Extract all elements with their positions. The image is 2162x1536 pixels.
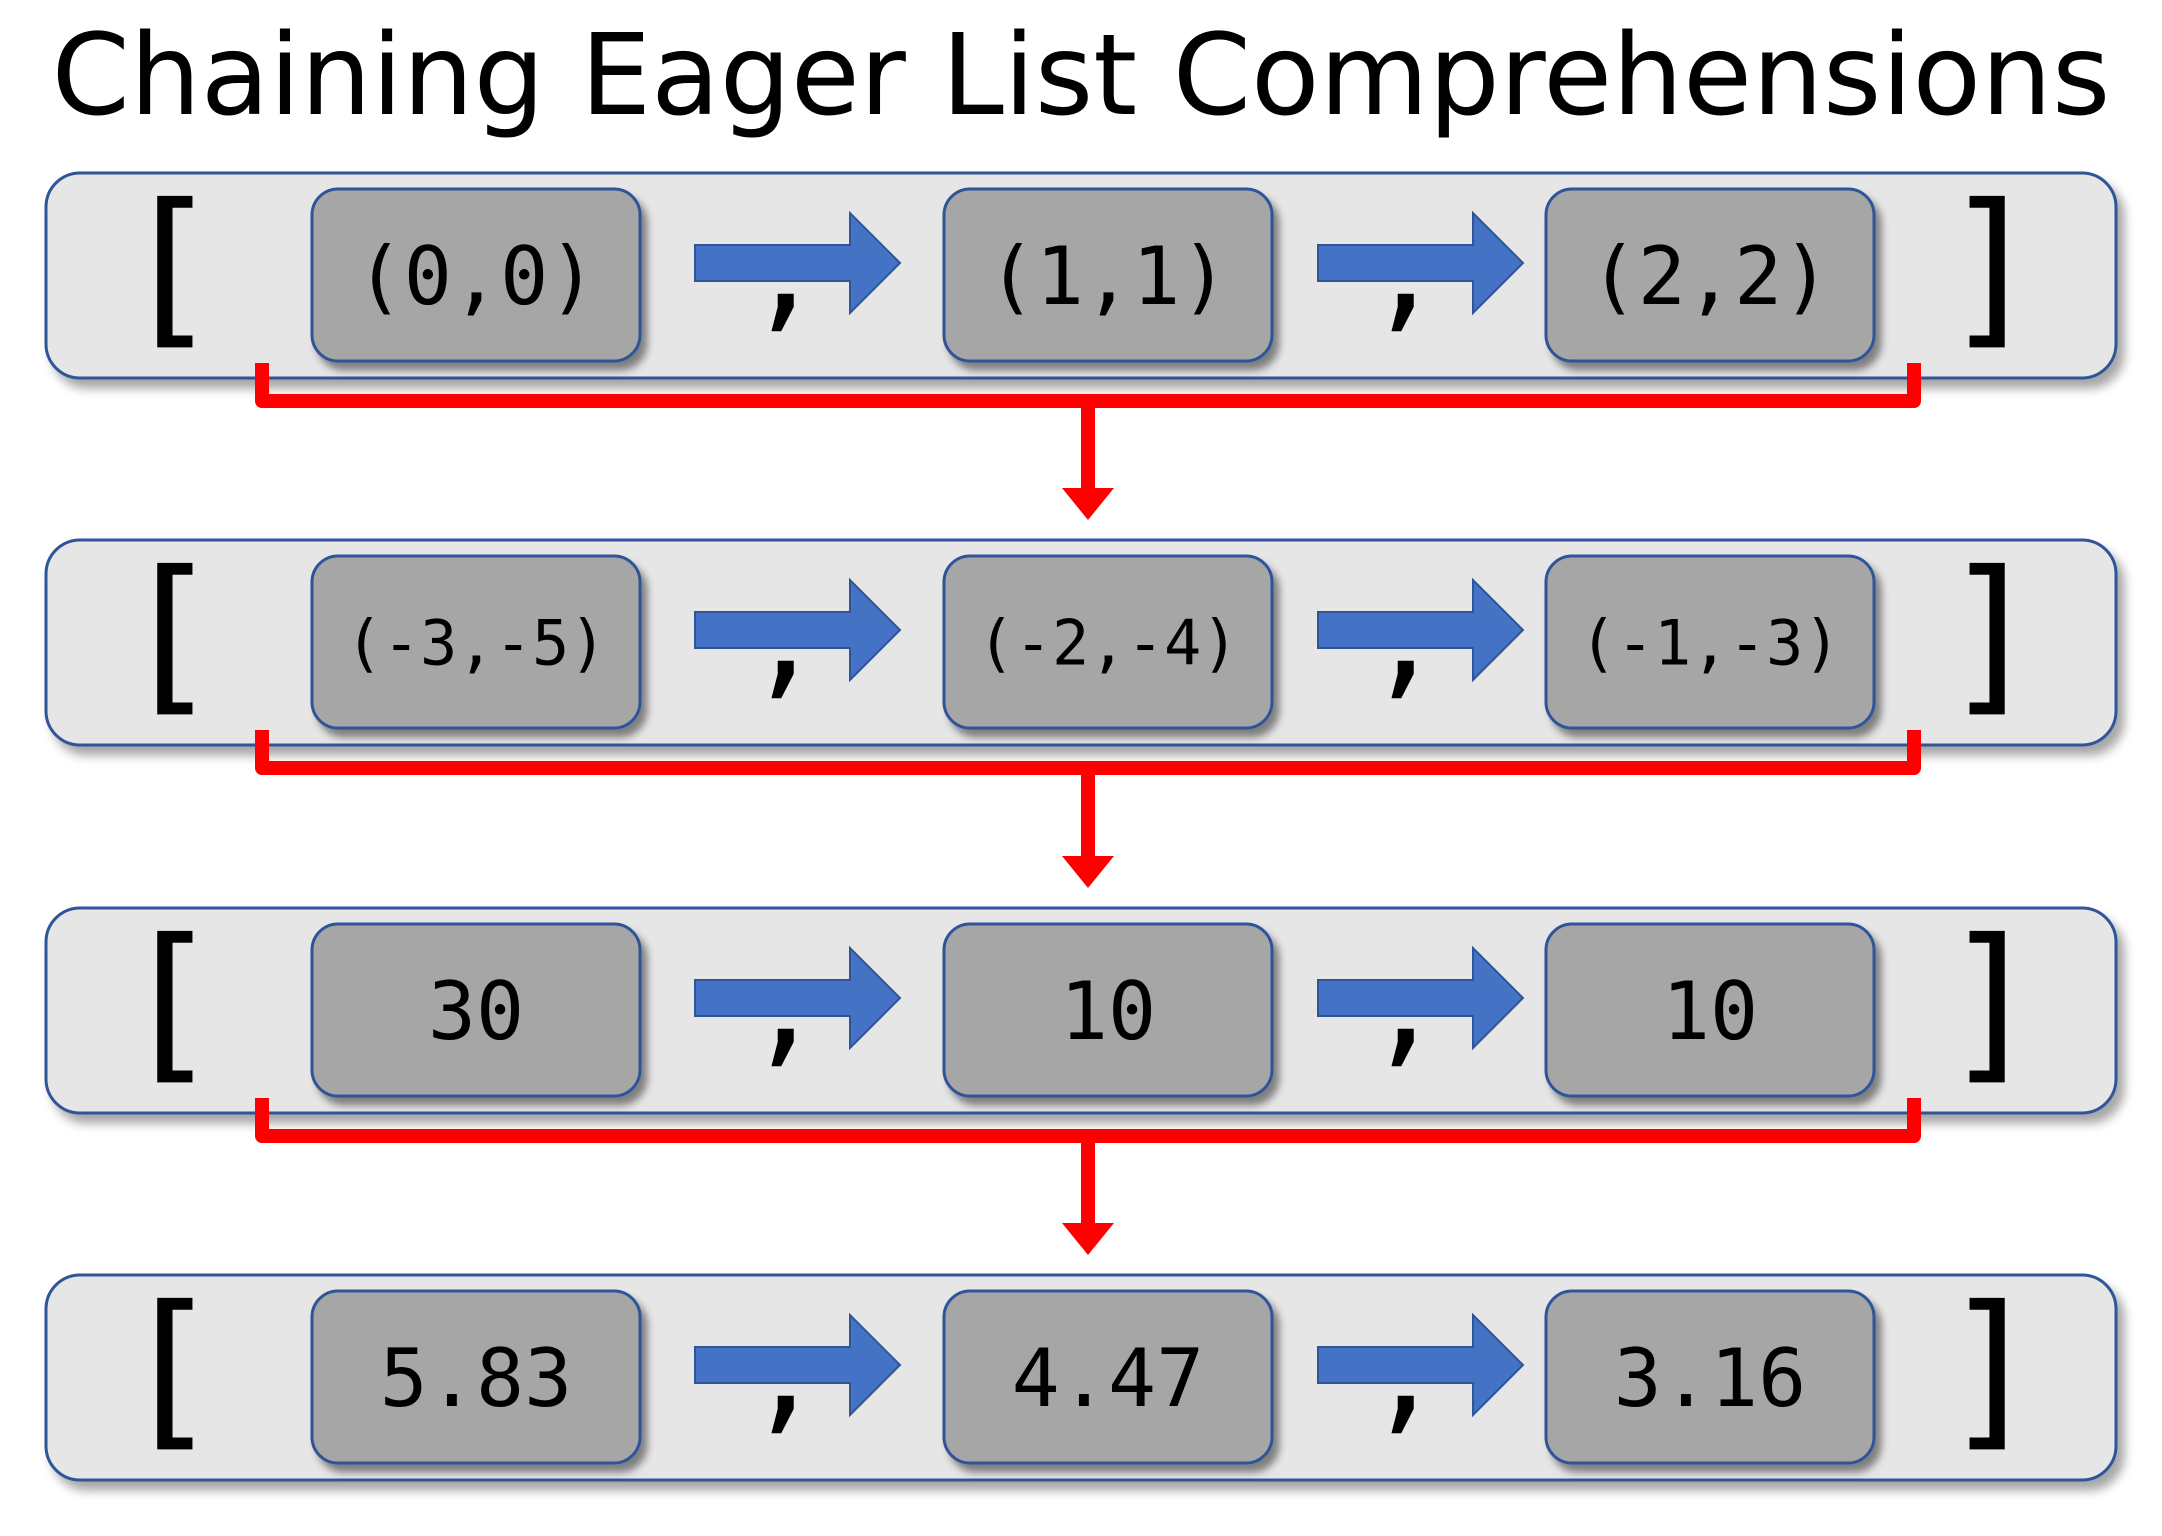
open-bracket: [	[119, 1270, 221, 1468]
list-row: [] 5.83 4.47 3.16,,	[44, 1270, 2118, 1482]
list-element-value: (2,2)	[1590, 230, 1831, 323]
flow-arrow-icon	[1317, 1312, 1525, 1418]
comma-separator: ,	[1366, 192, 1444, 344]
flow-arrow-icon	[1317, 945, 1525, 1051]
list-element-value: 10	[1662, 965, 1758, 1058]
list-row: [] 30 10 10,,	[44, 903, 2118, 1115]
list-element	[942, 1289, 1274, 1465]
close-bracket: ]	[1941, 1270, 2043, 1468]
flow-arrow-icon	[694, 1312, 902, 1418]
chain-arrowhead-icon	[1062, 488, 1114, 520]
chain-connector	[255, 1098, 1921, 1255]
flow-arrow-icon	[1317, 210, 1525, 316]
list-element	[942, 187, 1274, 363]
flow-arrow-icon	[1317, 577, 1525, 683]
list-element-value: 3.16	[1614, 1332, 1807, 1425]
close-bracket: ]	[1941, 168, 2043, 366]
list-element	[1544, 922, 1876, 1098]
chain-connector	[255, 363, 1921, 520]
list-element-value: (0,0)	[356, 230, 597, 323]
chain-arrowhead-icon	[1062, 856, 1114, 888]
comma-separator: ,	[746, 192, 824, 344]
comma-separator: ,	[746, 559, 824, 711]
list-element-value: (-1,-3)	[1579, 606, 1840, 679]
list-element-value: 10	[1060, 965, 1156, 1058]
comma-separator: ,	[1366, 1294, 1444, 1446]
list-element-value: 4.47	[1012, 1332, 1205, 1425]
list-element	[310, 554, 642, 730]
chain-arrowhead-icon	[1062, 1223, 1114, 1255]
flow-arrow-icon	[694, 945, 902, 1051]
list-element	[1544, 187, 1876, 363]
list-element	[310, 1289, 642, 1465]
list-element-value: 5.83	[380, 1332, 573, 1425]
open-bracket: [	[119, 168, 221, 366]
close-bracket: ]	[1941, 903, 2043, 1101]
chain-connector	[255, 730, 1921, 888]
list-element	[942, 554, 1274, 730]
open-bracket: [	[119, 535, 221, 733]
comma-separator: ,	[1366, 559, 1444, 711]
open-bracket: [	[119, 903, 221, 1101]
flow-arrow-icon	[694, 210, 902, 316]
comma-separator: ,	[746, 927, 824, 1079]
list-element	[310, 187, 642, 363]
list-element	[310, 922, 642, 1098]
list-row: [] (-3,-5) (-2,-4) (-1,-3),,	[44, 535, 2118, 747]
close-bracket: ]	[1941, 535, 2043, 733]
list-element-value: 30	[428, 965, 524, 1058]
list-element-value: (1,1)	[988, 230, 1229, 323]
list-element-value: (-3,-5)	[345, 606, 606, 679]
list-row: [] (0,0) (1,1) (2,2),,	[44, 168, 2118, 380]
comma-separator: ,	[1366, 927, 1444, 1079]
list-element	[942, 922, 1274, 1098]
page-title: Chaining Eager List Comprehensions	[51, 11, 2111, 141]
flow-arrow-icon	[694, 577, 902, 683]
comma-separator: ,	[746, 1294, 824, 1446]
list-element	[1544, 554, 1876, 730]
list-element	[1544, 1289, 1876, 1465]
list-element-value: (-2,-4)	[977, 606, 1238, 679]
